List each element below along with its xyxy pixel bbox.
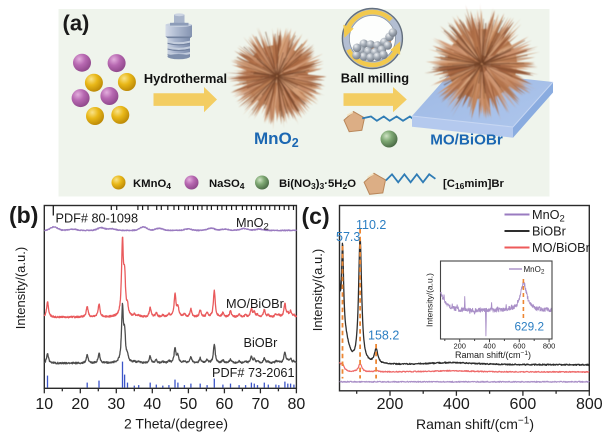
svg-text:Intensity/(a.u.): Intensity/(a.u.) — [13, 247, 28, 329]
svg-text:KMnO4: KMnO4 — [133, 178, 171, 191]
svg-text:MO/BiOBr: MO/BiOBr — [532, 241, 591, 255]
svg-text:Intensity/(a.u.): Intensity/(a.u.) — [310, 249, 325, 331]
svg-text:(a): (a) — [63, 11, 90, 36]
svg-text:50: 50 — [180, 396, 198, 413]
svg-text:MO/BiOBr: MO/BiOBr — [430, 132, 503, 149]
svg-text:Intensity/(a.u.): Intensity/(a.u.) — [425, 273, 435, 327]
svg-text:(b): (b) — [9, 202, 38, 228]
svg-text:57.3: 57.3 — [336, 230, 360, 244]
svg-text:Raman shift/(cm−1): Raman shift/(cm−1) — [455, 350, 531, 360]
svg-text:800: 800 — [576, 396, 603, 413]
svg-text:Ball milling: Ball milling — [341, 71, 409, 86]
svg-text:BiOBr: BiOBr — [244, 336, 279, 350]
svg-text:400: 400 — [443, 396, 470, 413]
svg-text:PDF# 73-2061: PDF# 73-2061 — [212, 366, 295, 380]
svg-text:80: 80 — [288, 396, 306, 413]
svg-text:30: 30 — [107, 396, 125, 413]
svg-text:Hydrothermal: Hydrothermal — [144, 71, 227, 86]
svg-text:10: 10 — [35, 396, 53, 413]
svg-text:110.2: 110.2 — [356, 218, 386, 232]
svg-text:158.2: 158.2 — [368, 329, 399, 343]
svg-text:Raman shift/(cm−1): Raman shift/(cm−1) — [416, 416, 534, 433]
svg-text:200: 200 — [377, 396, 404, 413]
svg-text:(c): (c) — [302, 203, 330, 229]
svg-text:2 Theta/(degree): 2 Theta/(degree) — [124, 416, 228, 432]
svg-text:MO/BiOBr: MO/BiOBr — [226, 297, 285, 311]
svg-text:[C16mim]Br: [C16mim]Br — [443, 178, 505, 191]
svg-text:BiOBr: BiOBr — [532, 225, 567, 239]
svg-text:629.2: 629.2 — [515, 320, 545, 334]
svg-text:NaSO4: NaSO4 — [209, 178, 245, 191]
svg-text:20: 20 — [71, 396, 89, 413]
svg-text:60: 60 — [216, 396, 234, 413]
svg-text:40: 40 — [143, 396, 161, 413]
svg-text:PDF# 80-1098: PDF# 80-1098 — [56, 212, 139, 226]
svg-text:600: 600 — [510, 396, 537, 413]
svg-text:70: 70 — [252, 396, 270, 413]
svg-text:800: 800 — [543, 342, 556, 351]
